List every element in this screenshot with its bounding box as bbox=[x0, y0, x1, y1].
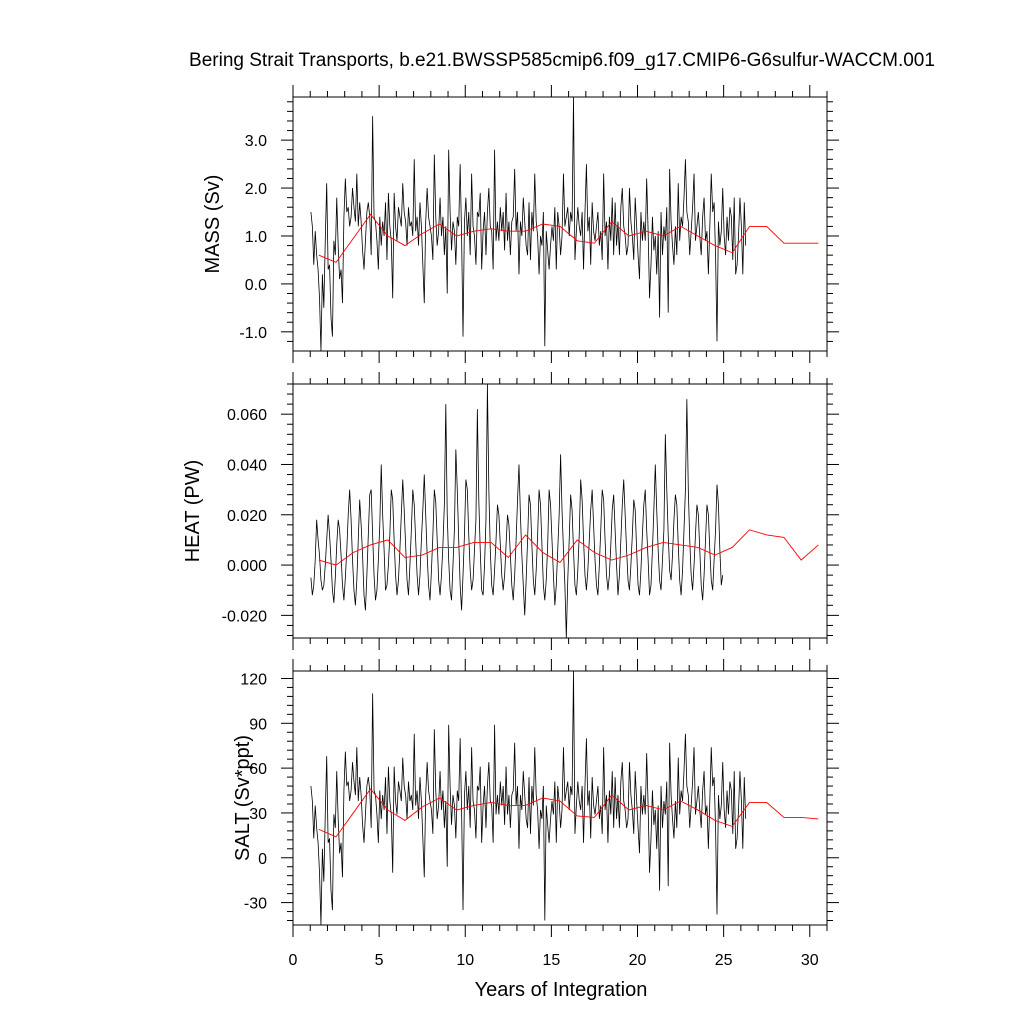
salt-ytick-label: 30 bbox=[249, 806, 267, 823]
mass-ytick-label: 0.0 bbox=[245, 277, 267, 294]
x-axis-label: Years of Integration bbox=[475, 979, 648, 1001]
salt-annual-line bbox=[318, 788, 819, 838]
heat-ytick-label: 0.020 bbox=[227, 508, 267, 525]
mass-frame bbox=[292, 96, 828, 352]
x-tick-label: 5 bbox=[375, 952, 384, 969]
x-tick-label: 0 bbox=[289, 952, 298, 969]
salt-frame bbox=[292, 670, 828, 926]
mass-ytick-label: -1.0 bbox=[239, 325, 267, 342]
heat-monthly-line bbox=[310, 384, 724, 638]
mass-ylabel: MASS (Sv) bbox=[202, 175, 224, 274]
x-tick-label: 20 bbox=[629, 952, 647, 969]
mass-ytick-label: 2.0 bbox=[245, 181, 267, 198]
salt-ytick-label: 90 bbox=[249, 716, 267, 733]
mass-ytick-label: 3.0 bbox=[245, 133, 267, 150]
heat-annual-line bbox=[318, 529, 819, 566]
x-tick-label: 30 bbox=[801, 952, 819, 969]
salt-monthly-line bbox=[310, 671, 747, 925]
salt-panel: SALT (Sv*ppt) -30 0 30 60 90 120 bbox=[232, 659, 839, 937]
heat-ytick-label: 0.060 bbox=[227, 407, 267, 424]
mass-monthly-line bbox=[310, 97, 747, 351]
salt-ytick-label: 0 bbox=[258, 851, 267, 868]
x-tick-label: 10 bbox=[456, 952, 474, 969]
heat-ytick-label: 0.000 bbox=[227, 558, 267, 575]
x-tick-label: 25 bbox=[715, 952, 733, 969]
chart-title: Bering Strait Transports, b.e21.BWSSP585… bbox=[189, 50, 935, 71]
mass-ytick-label: 1.0 bbox=[245, 229, 267, 246]
x-tick-label: 15 bbox=[542, 952, 560, 969]
heat-ylabel: HEAT (PW) bbox=[182, 460, 204, 563]
salt-ytick-label: 60 bbox=[249, 761, 267, 778]
salt-ytick-label: 120 bbox=[240, 671, 267, 688]
heat-ytick-label: 0.040 bbox=[227, 457, 267, 474]
salt-ylabel: SALT (Sv*ppt) bbox=[232, 735, 254, 861]
heat-ytick-label: -0.020 bbox=[222, 608, 267, 625]
salt-ytick-label: -30 bbox=[244, 896, 267, 913]
heat-panel: HEAT (PW) -0.020 0.000 0.020 0.040 0.060 bbox=[182, 372, 839, 650]
heat-frame bbox=[292, 383, 828, 639]
mass-panel: MASS (Sv) -1.0 0.0 1.0 2.0 3.0 bbox=[202, 85, 839, 363]
mass-annual-line bbox=[318, 213, 819, 263]
